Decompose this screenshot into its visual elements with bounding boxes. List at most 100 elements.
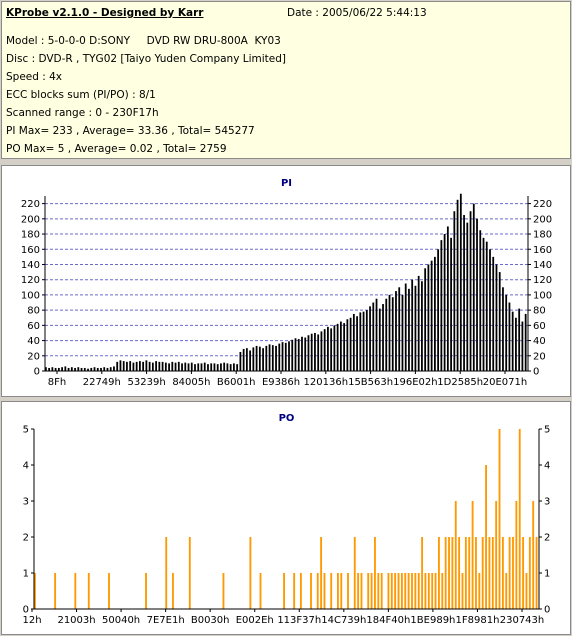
data-bar xyxy=(45,367,47,371)
y-tick-label: 200 xyxy=(21,214,40,225)
data-bar xyxy=(347,573,349,609)
y-tick-label: 140 xyxy=(21,260,40,271)
data-bar xyxy=(353,537,356,609)
po-summary-line: PO Max= 5 , Average= 0.02 , Total= 2759 xyxy=(6,143,227,155)
data-bar xyxy=(316,573,319,609)
data-bar xyxy=(448,537,450,609)
data-bar xyxy=(96,367,99,371)
data-bar xyxy=(61,367,63,371)
data-bar xyxy=(489,249,491,371)
y-tick-label: 0 xyxy=(34,367,40,378)
data-bar xyxy=(391,297,394,371)
data-bar xyxy=(401,294,404,371)
data-bar xyxy=(74,573,77,609)
data-bar xyxy=(203,362,206,371)
data-bar xyxy=(164,362,167,371)
data-bar xyxy=(479,230,482,371)
data-bar xyxy=(74,367,76,371)
data-bar xyxy=(259,573,262,609)
data-bar xyxy=(535,537,538,609)
y-tick-label-right: 120 xyxy=(533,275,552,286)
x-tick-label: 196E02h xyxy=(393,377,437,388)
data-bar xyxy=(34,573,36,609)
scan-date: Date : 2005/06/22 5:44:13 xyxy=(287,7,427,19)
data-bar xyxy=(461,573,464,609)
data-bar xyxy=(359,312,362,371)
y-tick-label: 100 xyxy=(21,290,40,301)
data-bar xyxy=(197,363,200,371)
data-bar xyxy=(200,363,203,371)
data-bar xyxy=(226,363,229,371)
data-bar xyxy=(100,367,102,371)
data-bar xyxy=(216,364,219,371)
data-bar xyxy=(299,573,302,609)
data-bar xyxy=(103,367,106,371)
data-bar xyxy=(87,573,90,609)
data-bar xyxy=(528,537,531,609)
data-bar xyxy=(417,573,420,609)
data-bar xyxy=(377,573,380,609)
data-bar xyxy=(495,501,498,609)
data-bar xyxy=(390,573,393,609)
data-bar xyxy=(142,361,145,371)
data-bar xyxy=(478,573,481,609)
x-tick-label: E9386h xyxy=(262,377,300,388)
x-tick-label: 113F37h xyxy=(277,615,321,626)
pi-chart: PI 0 0 20 20 40 40 60 60 80 80 100 100 120 120 140 140 16… xyxy=(21,178,552,388)
data-bar xyxy=(451,537,454,609)
data-bar xyxy=(505,573,508,609)
data-bar xyxy=(532,501,535,609)
x-tick-label: 120136h xyxy=(304,377,349,388)
data-bar xyxy=(421,281,423,371)
data-bar xyxy=(438,537,440,609)
data-bar xyxy=(421,537,424,609)
y-tick-label: 80 xyxy=(27,306,40,317)
data-bar xyxy=(151,362,154,371)
x-tick-label: 12h xyxy=(22,615,41,626)
data-bar xyxy=(271,345,274,371)
y-tick-label: 3 xyxy=(23,497,29,508)
data-bar xyxy=(346,319,349,371)
data-bar xyxy=(407,573,410,609)
data-bar xyxy=(417,275,420,371)
data-bar xyxy=(464,537,467,609)
data-bar xyxy=(444,537,447,609)
data-bar xyxy=(400,573,403,609)
data-bar xyxy=(370,573,373,609)
data-bar xyxy=(233,363,235,371)
data-bar xyxy=(356,316,358,371)
x-tick-label: B0030h xyxy=(191,615,230,626)
data-bar xyxy=(51,367,54,371)
data-bar xyxy=(456,199,459,371)
data-bar xyxy=(408,288,410,371)
data-bar xyxy=(291,339,294,371)
info-panel: KProbe v2.1.0 - Designed by Karr Date : … xyxy=(1,1,571,159)
y-tick-label: 1 xyxy=(23,569,29,580)
data-bar xyxy=(77,367,80,371)
data-bar xyxy=(481,537,484,609)
range-line: Scanned range : 0 - 230F17h xyxy=(6,107,159,119)
model-line: Model : 5-0-0-0 D:SONY DVD RW DRU-800A K… xyxy=(6,35,281,47)
y-tick-label: 5 xyxy=(23,425,29,436)
data-bar xyxy=(48,367,51,371)
data-bar xyxy=(466,222,469,371)
data-bar xyxy=(293,573,296,609)
data-bar xyxy=(450,237,452,371)
data-bar xyxy=(129,361,132,371)
data-bar xyxy=(222,573,225,609)
y-tick-label: 40 xyxy=(27,336,40,347)
data-bar xyxy=(236,364,239,371)
data-bar xyxy=(294,338,297,371)
data-bar xyxy=(434,573,437,609)
data-bar xyxy=(317,334,320,371)
data-bar xyxy=(116,361,119,371)
data-bar xyxy=(340,573,343,609)
data-bar xyxy=(188,537,191,609)
data-bar xyxy=(463,215,465,371)
data-bar xyxy=(471,501,474,609)
y-tick-label-right: 220 xyxy=(533,199,552,210)
data-bar xyxy=(223,362,226,371)
data-bar xyxy=(414,285,417,371)
data-bar xyxy=(172,573,174,609)
x-tick-label: 1BE989h xyxy=(410,615,455,626)
